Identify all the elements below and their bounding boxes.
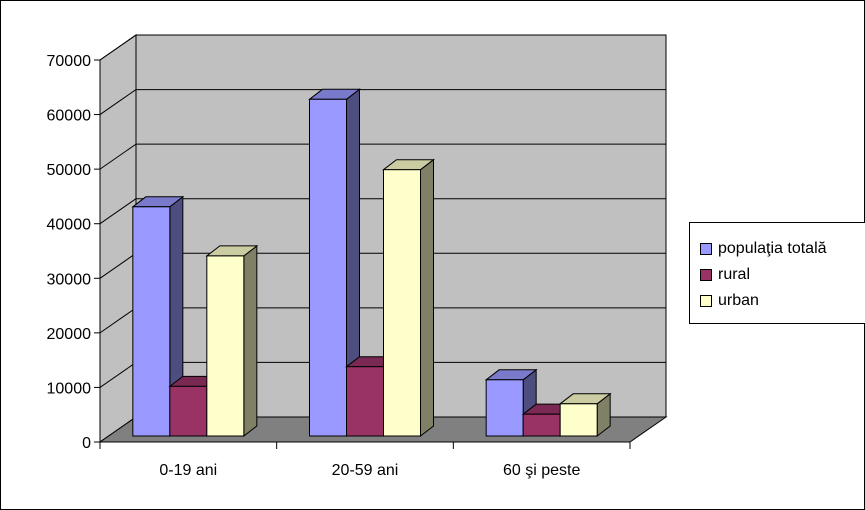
gridline-side [99, 89, 137, 115]
y-tick-label: 10000 [47, 380, 92, 397]
x-tick-label: 20-59 ani [332, 462, 399, 479]
gridline-side [99, 34, 137, 61]
bar-front [206, 255, 245, 437]
y-tick-label: 40000 [47, 217, 92, 234]
y-tick-label: 30000 [47, 271, 92, 288]
bar [131, 195, 185, 438]
gridline-side [99, 362, 137, 388]
legend-label-series-2: rural [718, 266, 751, 283]
legend-item-series-3: urban [700, 291, 759, 311]
bar-side [420, 158, 434, 438]
bar [205, 244, 259, 438]
gridline-side [99, 307, 137, 334]
bar-front [383, 169, 421, 437]
gridline-side [99, 143, 137, 170]
legend: populaţia totală rural urban [689, 222, 865, 324]
legend-swatch-series-3 [700, 295, 712, 307]
bar-front [346, 366, 384, 437]
legend-label-series-1: populaţia totală [718, 240, 827, 257]
bar-front [522, 413, 561, 437]
bar-side [243, 244, 258, 438]
bar [558, 392, 612, 438]
legend-item-series-1: populaţia totală [700, 239, 827, 259]
bar-front [169, 385, 208, 437]
bar [308, 88, 361, 438]
bar [382, 158, 435, 438]
legend-label-series-3: urban [718, 292, 759, 309]
x-tick-label: 0-19 ani [159, 462, 217, 479]
y-tick-label: 20000 [47, 326, 92, 343]
gridline-side [99, 252, 137, 279]
side-wall [99, 34, 137, 443]
bar-front [559, 403, 598, 437]
bar-front [132, 206, 171, 437]
legend-swatch-series-1 [700, 243, 712, 255]
legend-item-series-2: rural [700, 265, 750, 285]
gridline-side [99, 198, 137, 225]
y-tick-label: 70000 [47, 53, 92, 70]
bar-front [485, 379, 524, 437]
y-tick-label: 50000 [47, 162, 92, 179]
x-tick-label: 60 şi peste [503, 462, 580, 479]
legend-swatch-series-2 [700, 269, 712, 281]
y-tick-label: 60000 [47, 108, 92, 125]
y-tick-label: 0 [82, 435, 91, 452]
bar-front [309, 98, 347, 437]
